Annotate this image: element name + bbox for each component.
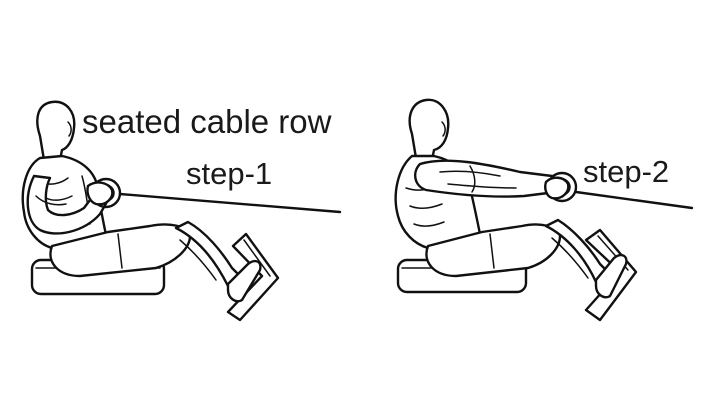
cable-line: [574, 190, 694, 210]
head: [408, 98, 450, 162]
step-1-figure: [21, 100, 342, 322]
step-2-label: step-2: [583, 154, 670, 189]
extended-arms: [414, 159, 558, 198]
step-2-figure: [394, 98, 694, 322]
head: [36, 100, 76, 162]
cable-line: [118, 192, 342, 214]
step-1-label: step-1: [186, 156, 273, 191]
diagram-title: seated cable row: [82, 103, 332, 140]
thigh: [425, 223, 562, 278]
